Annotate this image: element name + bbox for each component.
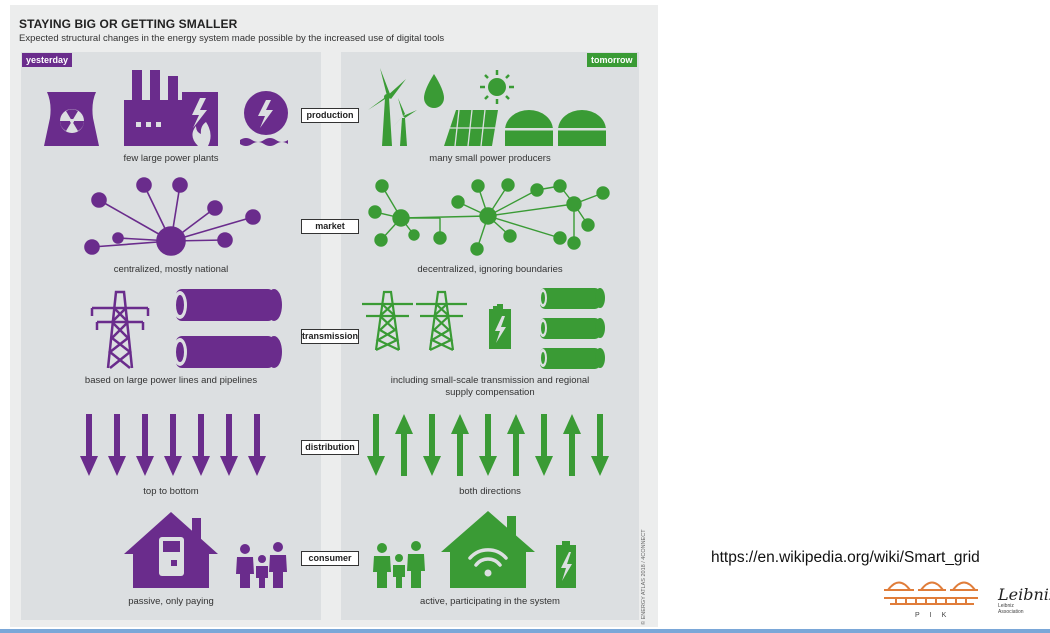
family-icon [373,541,425,588]
transmission-tower-icon [90,290,150,369]
caption-market-yesterday: centralized, mostly national [113,264,229,275]
central-network-icon [84,177,261,256]
leibniz-logo: Leibniz [998,585,1050,604]
page-title: STAYING BIG OR GETTING SMALLER [19,17,238,31]
caption-transmission-tomorrow: including small-scale transmission and r… [390,375,590,398]
category-distribution: distribution [301,440,359,455]
caption-production-tomorrow: many small power producers [429,153,551,164]
pipeline-icon [173,289,282,368]
category-market: market [301,219,359,234]
hydro-plant-icon [240,91,288,146]
source-url[interactable]: https://en.wikipedia.org/wiki/Smart_grid [711,549,980,566]
smart-home-icon [441,511,535,588]
pik-logo [884,581,978,605]
up-arrow-icon [395,414,581,476]
leibniz-logo-subtitle: Leibniz Association [998,603,1024,615]
yesterday-tag: yesterday [22,53,73,67]
distributed-network-icon [368,178,610,256]
caption-transmission-yesterday: based on large power lines and pipelines [84,375,258,386]
family-icon [236,542,287,588]
power-plant-icon [124,70,218,146]
sun-icon [480,70,514,104]
biogas-icon [505,110,606,146]
water-drop-icon [424,74,444,108]
copyright-credit: © ENERGY ATLAS 2018 / 4CONNECT [641,529,647,625]
caption-distribution-tomorrow: both directions [459,486,521,497]
category-production: production [301,108,359,123]
caption-production-yesterday: few large power plants [123,153,219,164]
battery-icon [489,304,511,349]
category-consumer: consumer [301,551,359,566]
house-icon [124,512,218,588]
caption-consumer-tomorrow: active, participating in the system [420,596,560,607]
nuclear-plant-icon [44,92,99,146]
battery-icon [556,541,576,588]
pipeline-icon [539,288,605,369]
solar-panel-icon [444,109,498,147]
transmission-tower-icon [362,290,467,351]
page-subtitle: Expected structural changes in the energ… [19,33,445,44]
category-transmission: transmission [301,329,359,344]
pik-logo-text: PIK [915,612,957,619]
caption-market-tomorrow: decentralized, ignoring boundaries [417,264,563,275]
caption-consumer-yesterday: passive, only paying [128,596,214,607]
bottom-accent-bar [0,629,1050,633]
wind-turbine-icon [368,68,417,146]
down-arrow-icon [80,414,266,476]
down-arrow-icon [367,414,609,476]
tomorrow-tag: tomorrow [587,53,637,67]
caption-distribution-yesterday: top to bottom [143,486,199,497]
